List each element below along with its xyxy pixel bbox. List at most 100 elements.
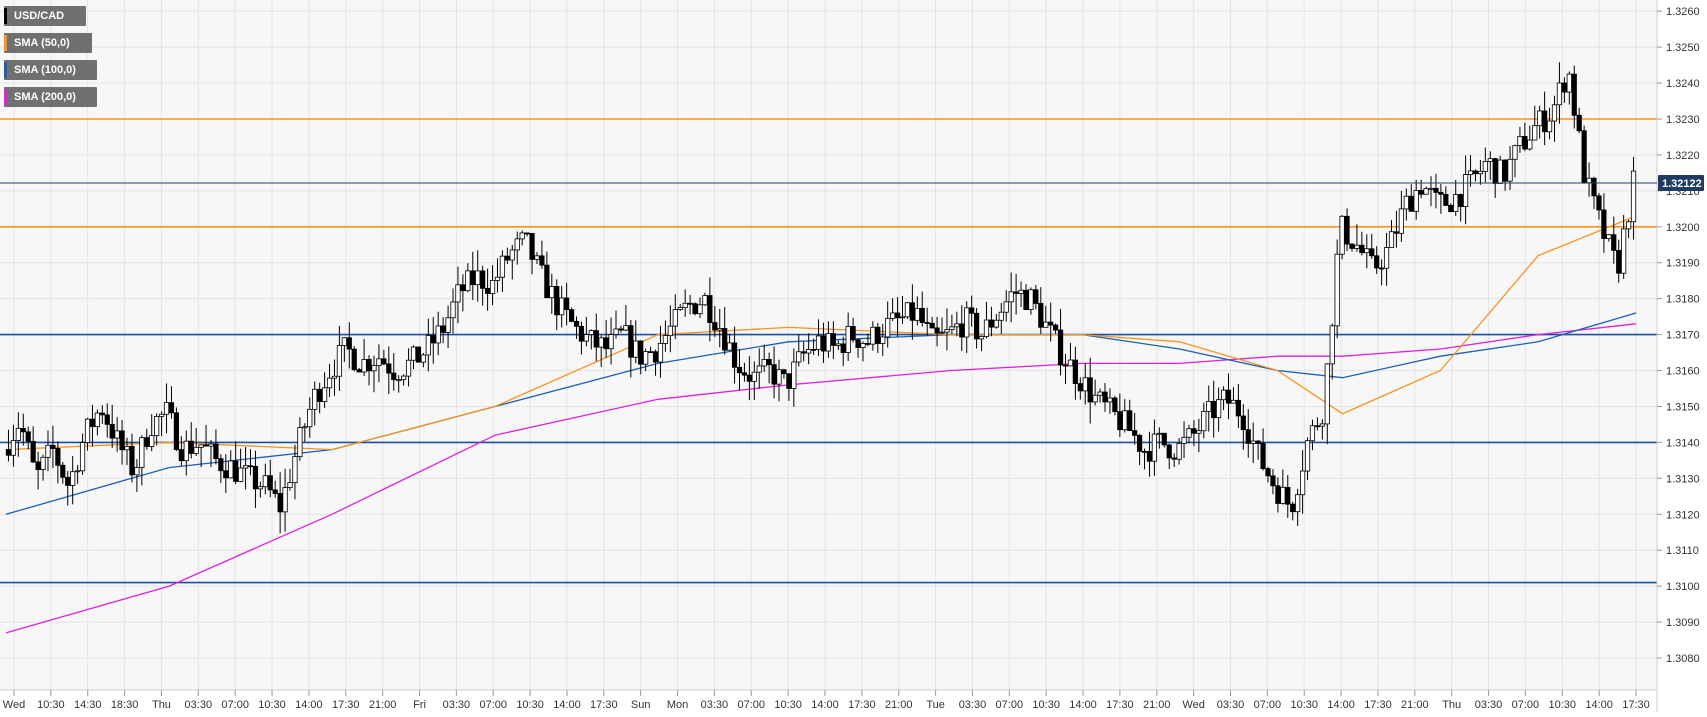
candle-body-down bbox=[1443, 193, 1449, 206]
candle-body-up bbox=[904, 302, 911, 318]
candle-body-up bbox=[796, 351, 802, 363]
candle-body-up bbox=[1606, 234, 1612, 239]
candle-body-down bbox=[865, 343, 871, 345]
legend-label: SMA (50,0) bbox=[14, 37, 70, 49]
y-axis-ticks: 1.3080 1.3090 1.3100 1.3110 1.3120 1.3130 1.31… bbox=[1657, 6, 1700, 665]
legend-swatch bbox=[4, 8, 7, 24]
candle-body-down bbox=[65, 476, 71, 486]
candle-body-up bbox=[1280, 486, 1286, 504]
candle-body-down bbox=[988, 319, 995, 328]
x-tick-label: 21:00 bbox=[1143, 699, 1171, 711]
x-tick-label: Sun bbox=[631, 699, 651, 711]
x-tick-label: 14:00 bbox=[553, 699, 581, 711]
candle-body-up bbox=[361, 359, 367, 373]
candle-body-down bbox=[1314, 425, 1321, 428]
candle-body-up bbox=[899, 316, 906, 319]
candle-body-down bbox=[618, 328, 624, 331]
y-tick-label: 1.3240 bbox=[1666, 78, 1700, 90]
candle-body-up bbox=[623, 325, 629, 331]
x-tick-label: 10:30 bbox=[1032, 699, 1060, 711]
candle-body-up bbox=[489, 280, 496, 294]
candle-body-up bbox=[588, 330, 594, 335]
x-tick-label: 21:00 bbox=[1401, 699, 1429, 711]
candle-body-down bbox=[1576, 114, 1582, 132]
y-tick-label: 1.3140 bbox=[1666, 437, 1700, 449]
candle-body-down bbox=[638, 340, 644, 365]
candle-body-down bbox=[109, 423, 115, 439]
candle-body-up bbox=[1527, 139, 1533, 150]
candle-body-down bbox=[1581, 130, 1587, 184]
candle-body-up bbox=[1092, 394, 1098, 403]
candle-body-down bbox=[1270, 475, 1276, 487]
candle-body-up bbox=[949, 326, 955, 330]
candle-body-up bbox=[282, 487, 288, 513]
candle-body-up bbox=[1220, 389, 1227, 401]
candle-body-up bbox=[559, 297, 565, 316]
candle-body-up bbox=[257, 486, 263, 490]
candle-body-up bbox=[845, 326, 851, 353]
candle-body-down bbox=[1275, 485, 1281, 504]
candle-body-down bbox=[1561, 82, 1567, 93]
horizontal-levels bbox=[0, 118, 1657, 584]
candle-body-down bbox=[929, 322, 935, 329]
candle-body-up bbox=[727, 342, 733, 351]
candle-body-down bbox=[1571, 73, 1577, 116]
candle-body-up bbox=[1295, 494, 1301, 513]
candle-body-down bbox=[1136, 434, 1143, 452]
y-tick-label: 1.3230 bbox=[1666, 114, 1700, 126]
candle-body-down bbox=[1057, 329, 1064, 366]
candle-body-down bbox=[1166, 444, 1172, 459]
candle-body-up bbox=[1324, 363, 1330, 425]
x-tick-label: 21:00 bbox=[885, 699, 913, 711]
candle-body-down bbox=[1374, 255, 1380, 269]
y-tick-label: 1.3110 bbox=[1666, 545, 1699, 557]
candle-body-up bbox=[228, 460, 234, 479]
candle-body-up bbox=[420, 354, 426, 363]
candle-body-up bbox=[1364, 248, 1370, 254]
candle-body-down bbox=[801, 351, 807, 354]
candle-body-up bbox=[1186, 428, 1192, 438]
candle-body-down bbox=[771, 364, 777, 385]
candle-body-up bbox=[1151, 433, 1158, 462]
candle-body-down bbox=[25, 431, 31, 442]
candle-body-up bbox=[45, 444, 51, 458]
x-tick-label: 03:30 bbox=[1217, 699, 1245, 711]
candle-body-up bbox=[336, 345, 343, 377]
legend-label: SMA (200,0) bbox=[14, 91, 76, 103]
candle-body-down bbox=[366, 359, 372, 372]
sma-200-line bbox=[5, 323, 1637, 634]
candle-body-up bbox=[756, 365, 762, 373]
x-tick-label: 03:30 bbox=[701, 699, 729, 711]
candle-body-down bbox=[1048, 321, 1054, 326]
candle-body-down bbox=[1146, 451, 1153, 462]
x-tick-label: 10:30 bbox=[774, 699, 802, 711]
candle-body-up bbox=[139, 437, 145, 468]
candle-body-down bbox=[218, 458, 224, 472]
candle-body-up bbox=[964, 307, 970, 338]
legend-item-sma-50[interactable]: SMA (50,0) bbox=[4, 33, 92, 53]
candle-body-up bbox=[939, 331, 945, 334]
candle-body-down bbox=[144, 437, 150, 447]
x-tick-label: Thu bbox=[1442, 699, 1461, 711]
candle-body-up bbox=[870, 326, 876, 345]
candle-body-up bbox=[321, 387, 328, 402]
candle-body-down bbox=[628, 325, 634, 358]
candle-body-down bbox=[1062, 364, 1069, 367]
candle-body-up bbox=[465, 270, 471, 292]
candle-body-down bbox=[969, 307, 975, 314]
candle-body-down bbox=[1542, 110, 1548, 133]
candle-body-up bbox=[1586, 177, 1592, 184]
candle-body-up bbox=[1428, 187, 1434, 190]
candle-body-up bbox=[1532, 125, 1538, 141]
candle-body-up bbox=[697, 304, 703, 315]
legend-item-usdcad[interactable]: USD/CAD bbox=[4, 6, 86, 26]
candles bbox=[5, 62, 1637, 534]
candle-body-up bbox=[1517, 136, 1523, 146]
legend-item-sma-200[interactable]: SMA (200,0) bbox=[4, 87, 97, 107]
x-tick-label: 07:00 bbox=[738, 699, 766, 711]
candle-body-up bbox=[1482, 160, 1488, 172]
candle-body-up bbox=[791, 361, 797, 389]
legend-item-sma-100[interactable]: SMA (100,0) bbox=[4, 60, 97, 80]
candle-body-up bbox=[860, 343, 866, 348]
